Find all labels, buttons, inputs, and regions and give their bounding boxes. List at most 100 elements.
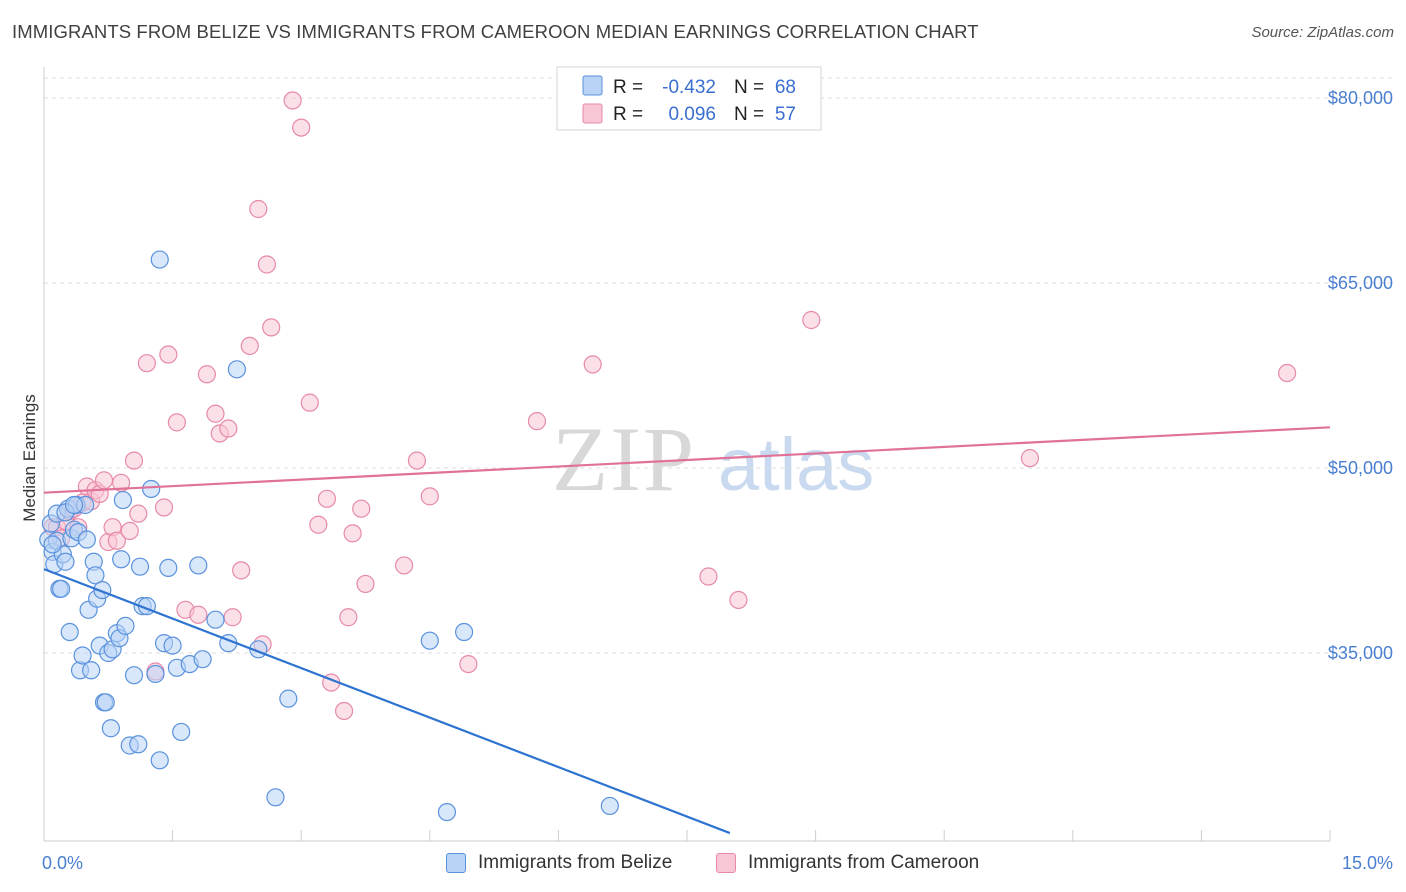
y-tick-labels: $35,000 $50,000 $65,000 $80,000 bbox=[1328, 88, 1393, 663]
legend-cameroon-r-label: R = bbox=[613, 104, 643, 125]
belize-point-43 bbox=[142, 479, 161, 499]
cameroon-point-46 bbox=[343, 524, 362, 543]
watermark-zip: ZIP bbox=[552, 408, 696, 510]
cameroon-point-31 bbox=[223, 608, 242, 627]
y-tick-label-80000: $80,000 bbox=[1328, 88, 1393, 108]
belize-point-64 bbox=[150, 250, 169, 269]
belize-point-63 bbox=[600, 796, 619, 816]
axes bbox=[43, 67, 1331, 842]
cameroon-point-58 bbox=[1020, 449, 1040, 468]
cameroon-point-26 bbox=[189, 605, 208, 624]
cameroon-point-40 bbox=[300, 393, 319, 412]
belize-point-66 bbox=[43, 535, 62, 554]
cameroon-point-55 bbox=[699, 567, 718, 586]
belize-point-9 bbox=[56, 552, 75, 571]
cameroon-point-23 bbox=[159, 345, 178, 364]
legend-cameroon-n-value: 57 bbox=[775, 104, 796, 125]
belize-point-28 bbox=[96, 693, 115, 712]
cameroon-point-57 bbox=[802, 310, 821, 330]
x-tick-max: 15.0% bbox=[1342, 853, 1393, 873]
chart-title: IMMIGRANTS FROM BELIZE VS IMMIGRANTS FRO… bbox=[12, 21, 979, 42]
cameroon-point-42 bbox=[317, 489, 337, 508]
series-legend: Immigrants from Belize Immigrants from C… bbox=[0, 852, 1406, 878]
cameroon-point-44 bbox=[334, 701, 354, 721]
belize-point-67 bbox=[64, 495, 84, 515]
belize-point-35 bbox=[113, 490, 132, 510]
belize-point-44 bbox=[146, 664, 165, 684]
belize-point-34 bbox=[112, 550, 131, 569]
cameroon-point-18 bbox=[124, 451, 144, 470]
cameroon-point-50 bbox=[407, 451, 427, 470]
legend-label-cameroon: Immigrants from Cameroon bbox=[748, 852, 980, 873]
belize-point-30 bbox=[101, 719, 120, 738]
belize-point-54 bbox=[206, 610, 225, 629]
cameroon-trend-line bbox=[43, 426, 1331, 494]
legend-belize-swatch bbox=[582, 75, 603, 96]
belize-point-23 bbox=[86, 566, 105, 585]
belize-point-45 bbox=[150, 751, 169, 770]
belize-points bbox=[39, 250, 619, 822]
belize-point-52 bbox=[189, 556, 208, 575]
legend-item-belize[interactable]: Immigrants from Belize bbox=[446, 852, 672, 874]
trend-lines bbox=[43, 426, 1331, 835]
cameroon-point-53 bbox=[527, 412, 547, 431]
belize-trend-line bbox=[43, 568, 731, 835]
legend-cameroon-r-value: 0.096 bbox=[668, 104, 716, 125]
belize-point-60 bbox=[420, 631, 439, 650]
cameroon-point-33 bbox=[240, 336, 259, 355]
cameroon-point-36 bbox=[257, 255, 277, 274]
cameroon-point-30 bbox=[219, 419, 238, 438]
cameroon-point-59 bbox=[1278, 363, 1297, 383]
cameroon-point-22 bbox=[154, 498, 174, 517]
belize-point-50 bbox=[172, 722, 191, 742]
belize-point-53 bbox=[193, 650, 212, 669]
legend-belize-r-label: R = bbox=[613, 77, 643, 98]
belize-point-56 bbox=[227, 360, 246, 379]
legend-belize-n-label: N = bbox=[734, 77, 764, 98]
cameroon-points bbox=[43, 91, 1297, 721]
legend-label-belize: Immigrants from Belize bbox=[478, 852, 673, 873]
belize-point-59 bbox=[279, 689, 298, 708]
legend-item-cameroon[interactable]: Immigrants from Cameroon bbox=[716, 852, 979, 874]
legend-belize-n-value: 68 bbox=[775, 77, 796, 98]
cameroon-point-17 bbox=[120, 521, 139, 541]
belize-point-11 bbox=[60, 622, 79, 642]
cameroon-point-56 bbox=[729, 590, 748, 610]
cameroon-point-19 bbox=[129, 504, 148, 523]
cameroon-point-28 bbox=[206, 404, 225, 423]
belize-point-21 bbox=[82, 661, 101, 680]
belize-point-47 bbox=[159, 558, 178, 578]
belize-point-40 bbox=[130, 557, 150, 576]
x-tick-min: 0.0% bbox=[42, 853, 83, 873]
cameroon-swatch bbox=[716, 853, 736, 873]
y-axis-title: Median Earnings bbox=[20, 394, 39, 522]
cameroon-point-27 bbox=[197, 365, 216, 384]
belize-point-19 bbox=[77, 530, 96, 549]
belize-point-36 bbox=[116, 616, 135, 635]
belize-point-38 bbox=[124, 666, 144, 685]
belize-point-61 bbox=[437, 802, 457, 822]
cameroon-point-24 bbox=[167, 413, 186, 432]
belize-point-58 bbox=[266, 788, 285, 807]
belize-point-48 bbox=[163, 636, 182, 655]
cameroon-point-48 bbox=[356, 574, 375, 594]
belize-point-39 bbox=[129, 735, 148, 754]
belize-point-17 bbox=[73, 646, 92, 665]
belize-point-7 bbox=[52, 579, 71, 598]
cameroon-point-38 bbox=[283, 91, 302, 110]
legend-cameroon-swatch bbox=[582, 103, 603, 124]
y-tick-label-50000: $50,000 bbox=[1328, 458, 1393, 478]
cameroon-point-41 bbox=[309, 515, 328, 534]
legend-cameroon-n-label: N = bbox=[734, 104, 764, 125]
belize-swatch bbox=[446, 853, 466, 873]
y-tick-label-35000: $35,000 bbox=[1328, 643, 1393, 663]
y-tick-label-65000: $65,000 bbox=[1328, 273, 1393, 293]
cameroon-point-54 bbox=[583, 355, 602, 374]
cameroon-point-51 bbox=[420, 487, 439, 506]
belize-point-62 bbox=[454, 622, 474, 642]
source-label: Source: ZipAtlas.com bbox=[1251, 24, 1394, 41]
cameroon-point-52 bbox=[459, 654, 478, 674]
correlation-legend: R = -0.432 N = 68 R = 0.096 N = 57 bbox=[556, 66, 822, 131]
cameroon-point-20 bbox=[137, 354, 156, 373]
